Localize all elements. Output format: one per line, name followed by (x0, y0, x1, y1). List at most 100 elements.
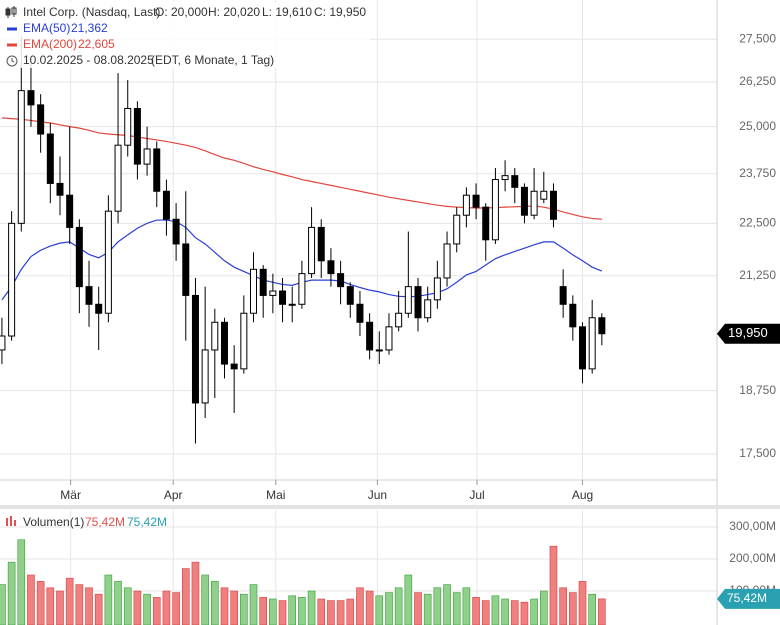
volume-bar (307, 590, 316, 625)
volume-icon (6, 518, 8, 526)
volume-bar (230, 590, 238, 625)
candle-body (114, 144, 122, 212)
volume-bar (385, 592, 393, 625)
legend-name: EMA(50) (23, 21, 70, 35)
candle-body (337, 273, 345, 288)
ema-line (1, 117, 602, 220)
volume-bar (17, 539, 26, 625)
volume-icon (10, 516, 12, 526)
volume-bar (133, 590, 142, 625)
y-tick-label: 18,750 (739, 383, 776, 397)
volume-bar (462, 587, 471, 625)
volume-bar (346, 598, 355, 625)
candle-body (356, 303, 364, 323)
stat-open: O: 20,000 (155, 5, 208, 19)
y-tick-label: 200,00M (729, 551, 776, 565)
volume-bar (172, 592, 180, 625)
x-tick-label: Mär (60, 488, 81, 502)
candle-body (95, 303, 103, 314)
volume-bar (114, 581, 122, 625)
y-tick-label: 26,250 (739, 74, 776, 88)
volume-bar (162, 590, 171, 625)
x-tick-label: Jun (368, 488, 387, 502)
volume-bar (472, 597, 480, 625)
volume-bar (65, 577, 74, 625)
volume-bar (27, 574, 35, 625)
candle-body (395, 312, 403, 328)
volume-bar (181, 568, 190, 625)
candle-body (124, 107, 132, 146)
volume-bar (104, 574, 113, 625)
volume-bar (288, 595, 297, 625)
candle-body (424, 299, 432, 319)
volume-bar (452, 592, 461, 625)
candle-body (520, 186, 528, 216)
candle-body (482, 206, 490, 241)
volume-tag-label: 75,42M (727, 591, 767, 605)
candle-body (133, 107, 141, 165)
candle-body (17, 90, 25, 224)
candle-body (598, 317, 606, 335)
candle-body (375, 349, 383, 352)
candle-body (385, 326, 393, 351)
legend-name: EMA(200) (23, 37, 77, 51)
volume-bar (404, 574, 413, 625)
candle-body (27, 90, 35, 106)
candle-body (491, 179, 499, 241)
volume-bar (298, 597, 306, 625)
price-tag (717, 323, 780, 344)
candle-body (346, 286, 354, 305)
candle-body (443, 243, 451, 279)
volume-bar (143, 593, 151, 625)
candle-body (250, 268, 258, 314)
candle-body (211, 321, 219, 351)
candle-body (46, 133, 54, 184)
candle-body (37, 104, 45, 135)
stat-low: L: 19,610 (262, 5, 312, 19)
candle-body (530, 190, 538, 216)
candle-body (366, 321, 374, 351)
volume-bar (414, 592, 422, 625)
volume-bar (85, 587, 93, 625)
candle-body (220, 321, 228, 365)
volume-bar (240, 593, 248, 625)
period: 10.02.2025 - 08.08.2025 (23, 53, 154, 67)
candle-body (153, 148, 161, 192)
candle-body (240, 312, 248, 370)
candle-body (8, 222, 16, 337)
y-tick-label: 21,250 (739, 268, 776, 282)
volume-bar (123, 587, 132, 625)
candle-body (259, 268, 267, 296)
candle-body (317, 226, 325, 262)
x-tick-label: Aug (572, 488, 593, 502)
volume-bar (520, 601, 529, 625)
volume-bar (317, 598, 326, 625)
volume-bar (152, 597, 161, 625)
candle-body (327, 260, 335, 275)
volume-bar (569, 592, 577, 625)
candle-body (511, 175, 519, 188)
candle-body (172, 218, 180, 245)
candle-body (559, 286, 567, 305)
x-tick-label: Apr (164, 488, 183, 502)
marks (0, 35, 606, 625)
volume-bar (510, 600, 519, 625)
period-note: (EDT, 6 Monate, 1 Tag) (151, 53, 274, 67)
candle-body (579, 326, 587, 370)
price-tag-label: 19,950 (728, 325, 768, 340)
volume-bar (94, 593, 103, 625)
volume-legend-value: 75,42M (85, 515, 125, 529)
volume-bar (501, 598, 509, 625)
legend-value: 21,362 (71, 21, 108, 35)
y-tick-label: 300,00M (729, 519, 776, 533)
volume-bar (278, 600, 287, 625)
volume-bar (365, 590, 374, 625)
volume-bar (423, 593, 432, 625)
x-tick-label: Jul (469, 488, 484, 502)
candle-body (182, 243, 190, 296)
candle-body (298, 273, 306, 305)
volume-bar (578, 581, 587, 625)
candle-body (269, 290, 277, 296)
volume-bar (46, 587, 55, 625)
candle-body (66, 194, 74, 228)
